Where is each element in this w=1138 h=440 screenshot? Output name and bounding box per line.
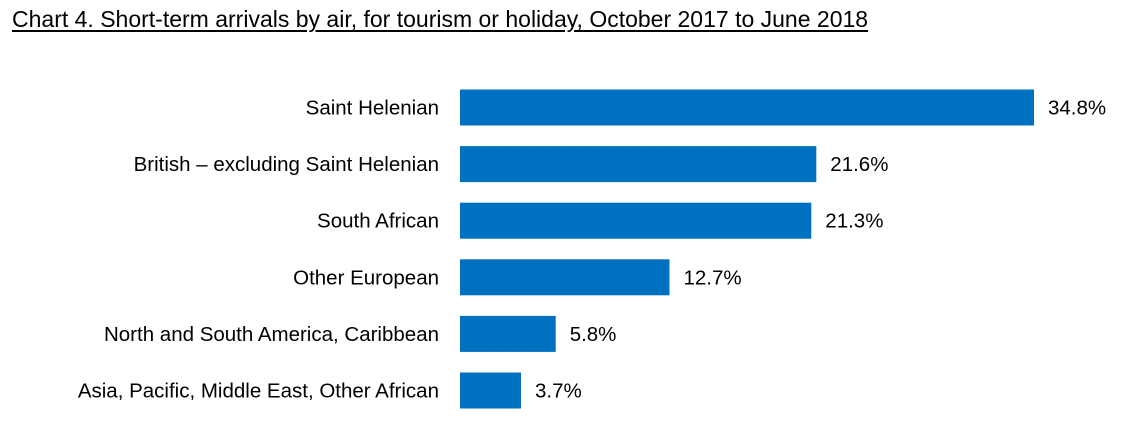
- category-label: Other European: [293, 266, 439, 289]
- bar: [460, 89, 1034, 126]
- data-label: 5.8%: [570, 323, 617, 346]
- bars-layer: Saint Helenian 34.8% British – excluding S…: [78, 89, 1106, 409]
- data-label: 21.3%: [825, 210, 883, 233]
- bar: [460, 315, 556, 352]
- data-label: 12.7%: [684, 266, 742, 289]
- bar: [460, 372, 521, 409]
- category-label: South African: [317, 210, 439, 233]
- bar: [460, 146, 817, 183]
- bar: [460, 259, 670, 296]
- data-label: 3.7%: [535, 380, 582, 403]
- category-label: Saint Helenian: [306, 97, 439, 120]
- category-label: Asia, Pacific, Middle East, Other Africa…: [78, 380, 439, 403]
- category-label: North and South America, Caribbean: [104, 323, 439, 346]
- data-label: 34.8%: [1048, 97, 1106, 120]
- data-label: 21.6%: [830, 153, 888, 176]
- chart-title: Chart 4. Short-term arrivals by air, for…: [12, 6, 869, 32]
- category-label: British – excluding Saint Helenian: [134, 153, 439, 176]
- bar: [460, 202, 812, 239]
